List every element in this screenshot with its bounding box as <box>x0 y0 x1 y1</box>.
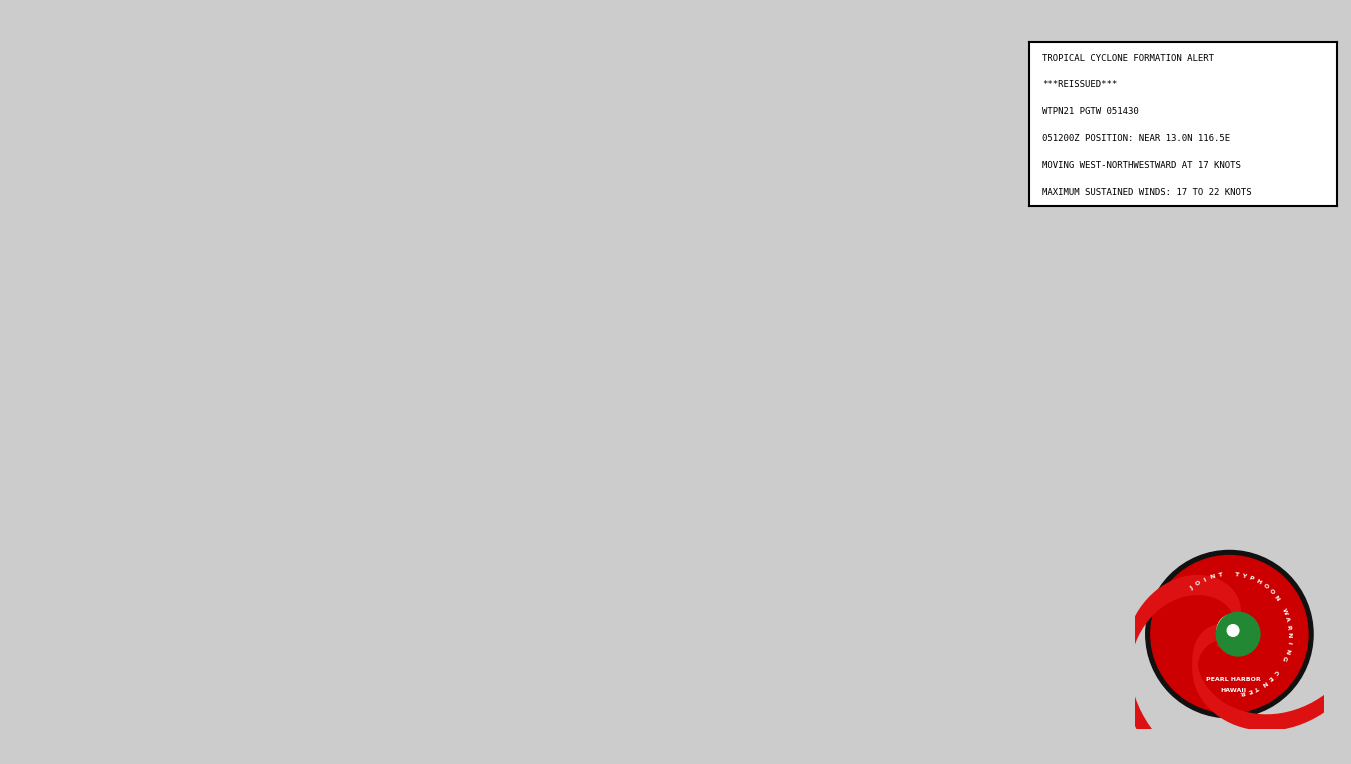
Text: MOVING WEST-NORTHWESTWARD AT 17 KNOTS: MOVING WEST-NORTHWESTWARD AT 17 KNOTS <box>1042 161 1240 170</box>
Text: TROPICAL CYCLONE FORMATION ALERT: TROPICAL CYCLONE FORMATION ALERT <box>1042 53 1213 63</box>
Text: H: H <box>1255 578 1262 586</box>
Text: HAWAII: HAWAII <box>1220 688 1246 694</box>
Text: Y: Y <box>1242 573 1247 579</box>
Text: P: P <box>1248 575 1255 582</box>
Text: N: N <box>1286 632 1292 638</box>
Text: T: T <box>1233 572 1239 578</box>
Text: T: T <box>1217 572 1223 578</box>
Circle shape <box>1227 625 1239 636</box>
Text: I: I <box>1286 641 1292 644</box>
Text: MAXIMUM SUSTAINED WINDS: 17 TO 22 KNOTS: MAXIMUM SUSTAINED WINDS: 17 TO 22 KNOTS <box>1042 188 1251 197</box>
Text: ***REISSUED***: ***REISSUED*** <box>1042 80 1117 89</box>
Text: N: N <box>1273 594 1281 601</box>
Text: N: N <box>1283 647 1290 654</box>
Text: T: T <box>1254 684 1260 690</box>
Text: 051200Z POSITION: NEAR 13.0N 116.5E: 051200Z POSITION: NEAR 13.0N 116.5E <box>1042 134 1229 144</box>
Text: WTPN21 PGTW 051430: WTPN21 PGTW 051430 <box>1042 108 1139 116</box>
Text: C: C <box>1273 668 1279 675</box>
Text: O: O <box>1194 580 1201 587</box>
Text: A: A <box>1283 616 1290 622</box>
Circle shape <box>1151 555 1308 713</box>
Text: O: O <box>1267 588 1275 595</box>
Text: G: G <box>1281 655 1288 662</box>
Text: I: I <box>1202 577 1206 582</box>
Text: R: R <box>1286 624 1292 630</box>
Text: R: R <box>1239 689 1246 695</box>
Text: O: O <box>1262 583 1269 590</box>
Circle shape <box>1217 614 1250 646</box>
Text: N: N <box>1260 679 1267 686</box>
Text: E: E <box>1247 687 1252 693</box>
Text: E: E <box>1267 675 1274 681</box>
Text: PEARL HARBOR: PEARL HARBOR <box>1205 677 1260 681</box>
Text: J: J <box>1189 585 1194 591</box>
Text: N: N <box>1209 574 1216 580</box>
Circle shape <box>1146 550 1313 718</box>
Circle shape <box>1216 612 1260 656</box>
Text: W: W <box>1281 607 1289 616</box>
